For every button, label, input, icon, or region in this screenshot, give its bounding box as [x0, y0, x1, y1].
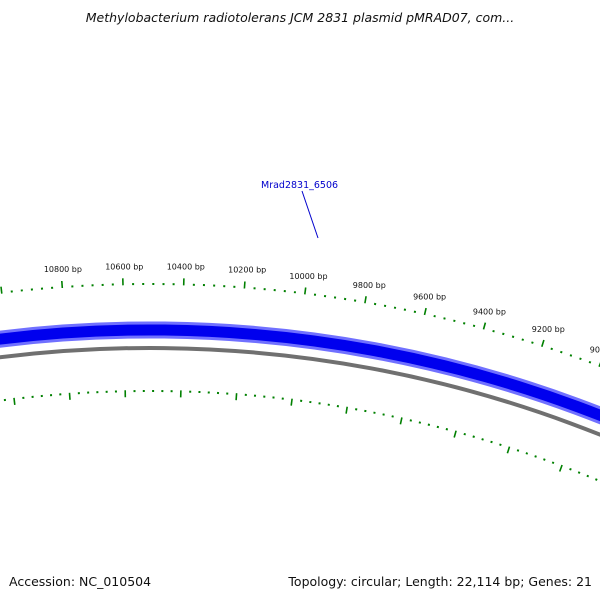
gene-arc-edge [0, 321, 600, 425]
outer-tick-79 [61, 280, 64, 289]
tick-labels: 9000 bp 9200 bp 9400 bp 9600 bp 9800 bp … [44, 262, 600, 354]
outer-tick-27 [579, 357, 582, 361]
tick-label-9400: 9400 bp [473, 307, 506, 316]
inner-tick-21 [594, 478, 598, 481]
gene-track [0, 321, 600, 495]
inner-tick-35 [472, 435, 475, 438]
inner-tick-79 [68, 392, 71, 400]
inner-tick-ring [3, 390, 598, 481]
inner-tick-85 [13, 397, 16, 405]
summary-text: Topology: circular; Length: 22,114 bp; G… [288, 574, 592, 589]
tick-label-10200: 10200 bp [228, 266, 266, 275]
map-title: Methylobacterium radiotolerans JCM 2831 … [85, 10, 515, 25]
outer-tick-42 [433, 314, 436, 318]
outer-tick-61 [243, 281, 246, 289]
inner-tick-31 [506, 446, 511, 454]
inner-tick-55 [290, 398, 293, 406]
outer-tick-31 [541, 339, 545, 347]
outer-tick-49 [364, 296, 367, 304]
inner-tick-27 [543, 458, 546, 461]
inner-tick-23 [577, 471, 581, 474]
accession-text: Accession: NC_010504 [9, 574, 152, 589]
inner-tick-61 [235, 393, 238, 401]
outer-tick-38 [472, 324, 476, 328]
outer-tick-40 [453, 319, 456, 323]
outer-tick-26 [588, 360, 592, 364]
outer-tick-29 [560, 350, 563, 354]
outer-tick-34 [511, 335, 515, 338]
plasmid-backbone [0, 346, 600, 437]
inner-tick-32 [499, 443, 502, 447]
inner-tick-33 [490, 440, 493, 444]
inner-tick-37 [453, 430, 457, 438]
inner-tick-22 [586, 474, 590, 478]
inner-tick-41 [418, 421, 422, 424]
gene-label[interactable]: Mrad2831_6506 [261, 180, 338, 191]
tick-label-10000: 10000 bp [289, 272, 327, 281]
inner-tick-49 [345, 406, 348, 414]
tick-label-10800: 10800 bp [44, 265, 82, 274]
outer-tick-43 [423, 307, 427, 316]
inner-tick-44 [391, 415, 394, 418]
outer-tick-37 [482, 322, 487, 330]
gene-label-leader [301, 190, 319, 239]
outer-tick-55 [304, 287, 307, 295]
inner-tick-39 [436, 425, 440, 429]
outer-tick-33 [521, 338, 524, 341]
outer-tick-36 [492, 329, 495, 333]
inner-tick-25 [558, 464, 563, 472]
tick-label-9600: 9600 bp [413, 293, 446, 302]
gene-arc-mrad2831-6506[interactable] [0, 324, 600, 495]
inner-tick-30 [516, 449, 520, 452]
tick-label-9800: 9800 bp [353, 281, 386, 290]
inner-tick-24 [569, 467, 572, 471]
outer-tick-ring [0, 278, 600, 367]
inner-tick-38 [445, 428, 449, 431]
inner-tick-28 [534, 455, 537, 458]
inner-tick-36 [463, 432, 466, 436]
inner-tick-43 [399, 417, 403, 425]
tick-label-9000: 9000 bp [590, 345, 600, 354]
outer-tick-32 [531, 341, 534, 344]
inner-tick-40 [427, 423, 431, 426]
outer-tick-30 [550, 347, 553, 351]
outer-tick-85 [0, 286, 3, 294]
tick-label-10600: 10600 bp [105, 262, 143, 271]
outer-tick-28 [569, 354, 573, 357]
inner-tick-34 [481, 438, 484, 441]
tick-label-9200: 9200 bp [532, 325, 565, 334]
inner-tick-26 [551, 461, 555, 464]
tick-label-10400: 10400 bp [167, 263, 205, 272]
inner-tick-29 [525, 452, 529, 455]
outer-tick-35 [502, 332, 505, 336]
